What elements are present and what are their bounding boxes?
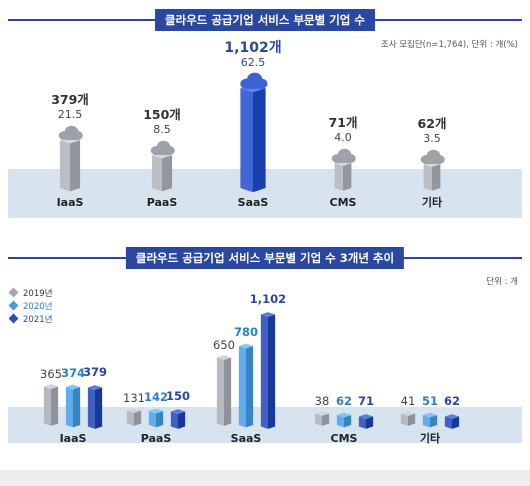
legend-label-2019: 2019년 xyxy=(23,288,53,299)
top-chart-note: 조사 모집단(n=1,764), 단위 : 개(%) xyxy=(380,40,518,50)
cloud-icon xyxy=(420,149,445,164)
bottom-chart-title: 클라우드 공급기업 서비스 부문별 기업 수 3개년 추이 xyxy=(125,247,405,269)
cloud-icon xyxy=(240,72,268,89)
legend-item-2020: 2020년 xyxy=(8,299,53,312)
bar-2021년-CMS xyxy=(358,414,374,429)
value-label: 142 xyxy=(144,390,168,404)
legend-item-2021: 2021년 xyxy=(8,312,53,325)
category-label: IaaS xyxy=(60,432,87,445)
category-label: SaaS xyxy=(238,196,269,209)
value-label: 365 xyxy=(40,367,62,381)
percent-label: 3.5 xyxy=(423,132,441,145)
bar-2019년-기타 xyxy=(400,411,416,426)
bar-2019년-IaaS xyxy=(43,384,59,426)
bar-2021년-PaaS xyxy=(170,409,186,429)
bottom-chart-note: 단위 : 개 xyxy=(486,277,518,287)
value-label: 650 xyxy=(213,338,235,352)
count-label: 379개 xyxy=(51,92,89,107)
count-label: 1,102개 xyxy=(224,40,281,56)
category-label: 기타 xyxy=(420,431,441,445)
value-label: 150 xyxy=(166,389,190,403)
cloud-icon xyxy=(150,140,175,155)
value-label: 379 xyxy=(83,365,107,379)
value-label: 1,102 xyxy=(250,292,286,306)
percent-label: 21.5 xyxy=(58,108,83,121)
bar-2019년-SaaS xyxy=(216,355,232,426)
percent-label: 4.0 xyxy=(334,131,352,144)
value-label: 374 xyxy=(61,366,85,380)
bar-2019년-CMS xyxy=(314,411,330,426)
value-label: 38 xyxy=(315,394,330,408)
bar-2021년-SaaS xyxy=(260,312,276,429)
bottom-chart-legend: 2019년 2020년 2021년 xyxy=(8,286,53,325)
bar-2021년-IaaS xyxy=(87,385,103,429)
value-label: 62 xyxy=(444,394,460,408)
value-label: 62 xyxy=(336,394,352,408)
percent-label: 8.5 xyxy=(153,123,171,136)
count-label: 71개 xyxy=(329,115,358,130)
footer-strip xyxy=(0,470,530,486)
building-기타 xyxy=(423,161,441,191)
category-label: CMS xyxy=(330,196,357,209)
value-label: 41 xyxy=(401,394,416,408)
category-label: CMS xyxy=(331,432,358,445)
bar-2020년-SaaS xyxy=(238,343,254,428)
value-label: 131 xyxy=(123,391,145,405)
count-label: 150개 xyxy=(143,107,181,122)
category-label: PaaS xyxy=(147,196,178,209)
bar-2019년-PaaS xyxy=(126,408,142,426)
cloud-icon xyxy=(58,125,83,140)
category-label: PaaS xyxy=(141,432,172,445)
bar-2021년-기타 xyxy=(444,414,460,429)
legend-label-2021: 2021년 xyxy=(23,314,53,325)
bar-2020년-PaaS xyxy=(148,408,164,428)
legend-item-2019: 2019년 xyxy=(8,286,53,299)
building-PaaS xyxy=(151,151,173,192)
category-label: 기타 xyxy=(422,195,443,209)
legend-label-2020: 2020년 xyxy=(23,301,53,312)
building-SaaS xyxy=(240,83,266,193)
bar-2020년-기타 xyxy=(422,412,438,428)
building-IaaS xyxy=(59,136,81,192)
top-chart-title: 클라우드 공급기업 서비스 부문별 기업 수 xyxy=(155,9,375,31)
percent-label: 62.5 xyxy=(241,56,266,69)
category-label: IaaS xyxy=(57,196,84,209)
bar-2020년-CMS xyxy=(336,412,352,428)
cloud-icon xyxy=(331,148,356,163)
count-label: 62개 xyxy=(418,116,447,131)
building-CMS xyxy=(334,160,352,191)
value-label: 780 xyxy=(234,325,258,339)
value-label: 71 xyxy=(358,394,374,408)
category-label: SaaS xyxy=(231,432,262,445)
value-label: 51 xyxy=(422,394,438,408)
bar-2020년-IaaS xyxy=(65,384,81,428)
